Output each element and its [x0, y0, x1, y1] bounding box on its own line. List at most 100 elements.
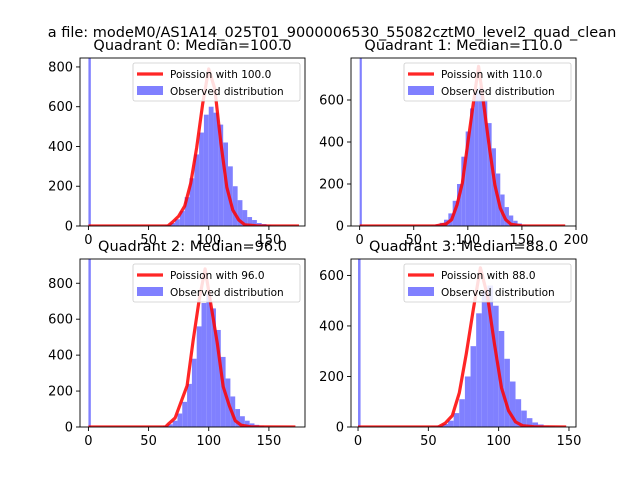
histogram-bar: [203, 114, 209, 226]
histogram-bar: [211, 308, 216, 427]
subplot-title: Quadrant 2: Median=96.0: [98, 239, 287, 255]
legend-frame: [132, 62, 301, 102]
x-tick-label: 0: [354, 434, 362, 449]
y-tick-label: 0: [336, 421, 344, 436]
x-tick-label: 0: [84, 434, 92, 449]
legend: Poission with 88.0 Observed distribution: [403, 263, 572, 303]
x-tick-label: 100: [196, 233, 221, 248]
histogram-bar: [532, 422, 539, 427]
histogram-bar: [465, 131, 470, 226]
legend-patch-swatch: [408, 287, 434, 296]
histogram-bar: [474, 91, 479, 226]
histogram-bar: [252, 220, 257, 226]
y-tick-label: 0: [336, 220, 344, 235]
subplot-title: Quadrant 1: Median=110.0: [364, 38, 562, 54]
histogram-bar: [481, 290, 488, 427]
subplot-quadrant-0: 0 50 100 150 0 200 400 600 800 Quadrant 0: Median…: [48, 38, 306, 248]
histogram-bar: [220, 356, 226, 427]
histogram-bar: [247, 217, 253, 226]
histogram-bar: [526, 418, 533, 427]
x-tick-label: 150: [509, 233, 534, 248]
histogram-bar: [482, 100, 488, 226]
histogram-bar: [170, 223, 176, 226]
legend-label-observed: Observed distribution: [170, 86, 284, 98]
y-tick-label: 200: [319, 178, 344, 193]
histogram-bar: [521, 410, 527, 427]
histogram-bar: [191, 358, 197, 427]
histogram-bar: [177, 413, 183, 427]
histogram-bar: [493, 305, 499, 427]
histogram-bar: [206, 294, 212, 427]
histogram-bar: [175, 219, 180, 226]
subplot-quadrant-2: 0 50 100 150 0 200 400 600 800 Quadrant 2: Median…: [48, 239, 306, 449]
x-tick-label: 50: [140, 434, 157, 449]
x-tick-label: 150: [256, 434, 281, 449]
subplot-title: Quadrant 0: Median=100.0: [93, 38, 291, 54]
legend: Poission with 100.0 Observed distribution: [132, 62, 301, 102]
y-tick-label: 0: [65, 421, 73, 436]
legend-label-poisson: Poission with 96.0: [170, 270, 265, 282]
histogram-bar: [453, 413, 460, 427]
x-tick-label: 50: [420, 434, 437, 449]
histogram-bar: [487, 123, 492, 226]
legend-patch-swatch: [408, 86, 434, 95]
y-tick-label: 0: [65, 220, 73, 235]
histogram-bar: [478, 87, 483, 226]
histogram-bar: [189, 178, 195, 226]
histogram-bar: [232, 186, 238, 226]
histogram-bar: [240, 416, 245, 427]
histogram-bar: [244, 420, 250, 427]
histogram-bar: [184, 197, 190, 226]
x-tick-label: 100: [486, 434, 511, 449]
histogram-bar: [504, 358, 510, 427]
y-tick-label: 200: [48, 180, 73, 195]
subplot-grid: 0 50 100 150 0 200 400 600 800 Quadrant 0: Median…: [48, 38, 588, 449]
histogram-bar: [199, 132, 204, 226]
plot-area: [88, 58, 300, 226]
legend: Poission with 96.0 Observed distribution: [132, 263, 301, 303]
legend-frame: [403, 263, 572, 303]
legend-label-poisson: Poission with 110.0: [441, 69, 542, 81]
histogram-bar: [172, 420, 178, 427]
histogram-bar-zero: [88, 259, 91, 427]
histogram-bar: [470, 346, 477, 427]
plot-area: [358, 259, 567, 427]
x-tick-label: 0: [84, 233, 92, 248]
legend-patch-swatch: [137, 287, 163, 296]
y-tick-label: 400: [48, 349, 73, 364]
axes-frame: [79, 258, 306, 428]
histogram-bar: [448, 420, 454, 427]
legend-label-observed: Observed distribution: [441, 86, 555, 98]
x-tick-label: 100: [455, 233, 480, 248]
x-tick-label: 200: [564, 233, 589, 248]
legend: Poission with 110.0 Observed distribution: [403, 62, 572, 102]
legend-patch-swatch: [137, 86, 163, 95]
histogram-bar: [235, 409, 241, 427]
x-tick-label: 50: [140, 233, 157, 248]
y-tick-label: 600: [319, 269, 344, 284]
histogram-bar: [487, 285, 494, 427]
y-tick-label: 400: [48, 140, 73, 155]
histogram-bar: [509, 381, 516, 427]
y-tick-label: 400: [319, 136, 344, 151]
histogram-bar-zero: [358, 259, 361, 427]
axes-frame: [79, 57, 306, 227]
subplot-title: Quadrant 3: Median=88.0: [369, 239, 558, 255]
histogram-bar: [461, 156, 466, 226]
histogram-bar: [167, 424, 173, 427]
legend-frame: [132, 263, 301, 303]
histogram-bar: [457, 184, 462, 226]
y-tick-label: 600: [48, 313, 73, 328]
histogram-bar: [242, 210, 248, 226]
legend-label-poisson: Poission with 88.0: [441, 270, 536, 282]
histogram-bar-zero: [88, 58, 91, 226]
plot-area: [88, 259, 296, 427]
y-tick-label: 600: [48, 100, 73, 115]
x-tick-label: 100: [196, 434, 221, 449]
histogram-bar: [237, 200, 243, 226]
histogram-bar: [194, 154, 200, 226]
histogram-bar: [476, 313, 482, 427]
subplot-quadrant-1: 0 50 100 150 200 0 200 400 600 Quadrant 1: Median…: [319, 38, 588, 248]
histogram-bar: [459, 399, 465, 427]
histogram-bar: [208, 106, 214, 226]
